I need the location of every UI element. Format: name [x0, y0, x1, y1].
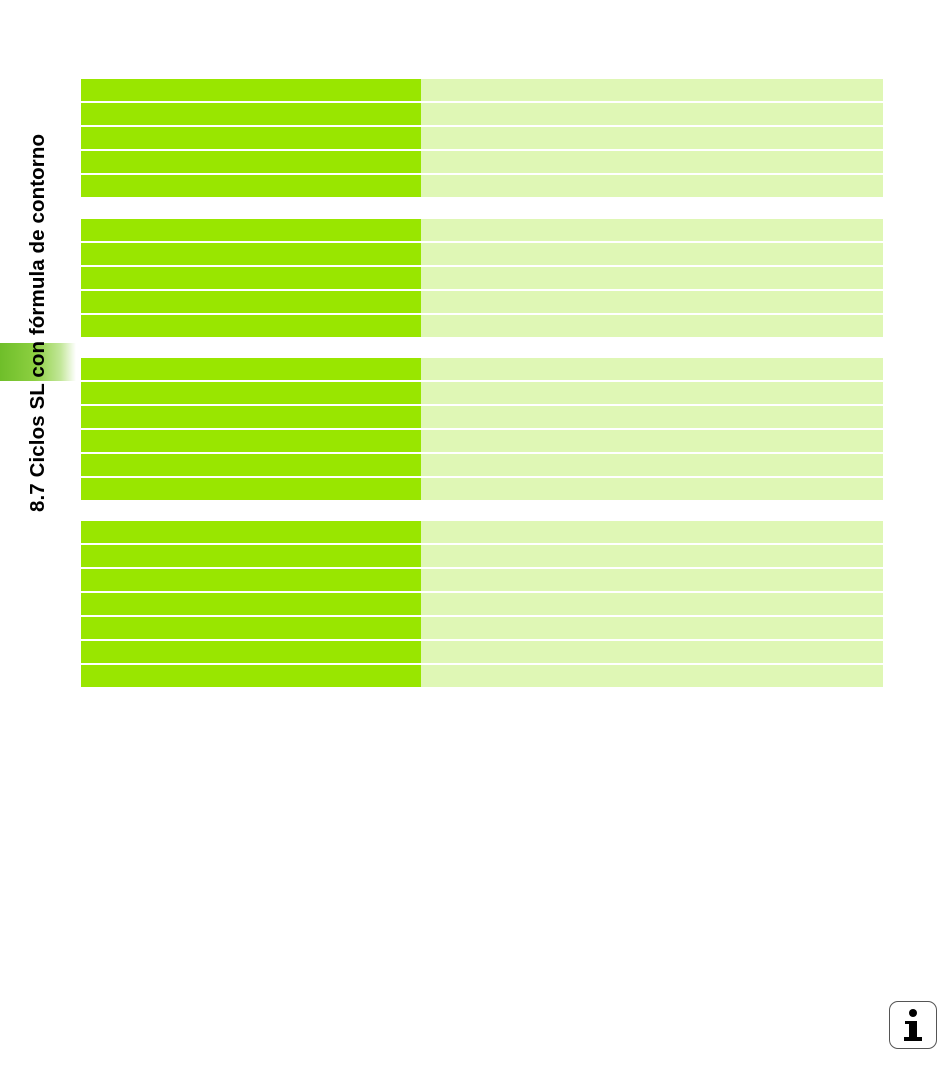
table-row [81, 358, 883, 380]
table-row [81, 665, 883, 687]
info-serif [905, 1021, 911, 1024]
table-cell-value [421, 151, 883, 173]
table-3 [81, 358, 883, 500]
table-row [81, 521, 883, 543]
table-cell-value [421, 79, 883, 101]
table-cell-value [421, 103, 883, 125]
table-cell-value [421, 358, 883, 380]
info-stem [909, 1021, 917, 1039]
table-row [81, 478, 883, 500]
table-row [81, 151, 883, 173]
table-cell-value [421, 545, 883, 567]
info-dot [909, 1009, 917, 1017]
table-cell-label [81, 291, 421, 313]
table-cell-label [81, 267, 421, 289]
info-base [904, 1037, 922, 1041]
table-row [81, 175, 883, 197]
table-cell-label [81, 617, 421, 639]
table-row [81, 291, 883, 313]
table-row [81, 382, 883, 404]
tables-area [81, 0, 883, 700]
table-cell-value [421, 641, 883, 663]
table-row [81, 103, 883, 125]
table-row [81, 641, 883, 663]
table-2 [81, 219, 883, 337]
table-cell-label [81, 521, 421, 543]
table-row [81, 219, 883, 241]
table-cell-label [81, 569, 421, 591]
table-cell-value [421, 569, 883, 591]
table-cell-label [81, 545, 421, 567]
table-row [81, 127, 883, 149]
table-cell-value [421, 175, 883, 197]
table-row [81, 315, 883, 337]
table-row [81, 454, 883, 476]
table-cell-value [421, 243, 883, 265]
table-cell-label [81, 151, 421, 173]
table-row [81, 79, 883, 101]
table-cell-value [421, 454, 883, 476]
table-row [81, 243, 883, 265]
info-icon[interactable] [889, 1001, 937, 1049]
table-cell-value [421, 617, 883, 639]
table-cell-value [421, 315, 883, 337]
table-cell-value [421, 127, 883, 149]
table-row [81, 406, 883, 428]
table-cell-label [81, 103, 421, 125]
table-cell-label [81, 243, 421, 265]
table-1 [81, 79, 883, 197]
table-cell-value [421, 382, 883, 404]
table-row [81, 545, 883, 567]
table-cell-label [81, 175, 421, 197]
table-cell-label [81, 79, 421, 101]
table-cell-label [81, 593, 421, 615]
table-cell-value [421, 219, 883, 241]
table-cell-label [81, 219, 421, 241]
table-cell-label [81, 315, 421, 337]
table-cell-label [81, 430, 421, 452]
table-cell-value [421, 267, 883, 289]
table-row [81, 267, 883, 289]
table-row [81, 617, 883, 639]
table-row [81, 593, 883, 615]
table-cell-label [81, 478, 421, 500]
table-cell-label [81, 382, 421, 404]
table-4 [81, 521, 883, 687]
table-cell-label [81, 406, 421, 428]
table-cell-value [421, 406, 883, 428]
table-cell-label [81, 641, 421, 663]
table-row [81, 569, 883, 591]
section-title: 8.7 Ciclos SL con fórmula de contorno [26, 133, 49, 512]
table-cell-value [421, 430, 883, 452]
table-cell-label [81, 665, 421, 687]
table-cell-value [421, 593, 883, 615]
table-cell-value [421, 478, 883, 500]
table-cell-label [81, 454, 421, 476]
table-cell-label [81, 127, 421, 149]
table-cell-label [81, 358, 421, 380]
chapter-tab [0, 343, 76, 381]
table-row [81, 430, 883, 452]
table-cell-value [421, 521, 883, 543]
table-cell-value [421, 665, 883, 687]
table-cell-value [421, 291, 883, 313]
